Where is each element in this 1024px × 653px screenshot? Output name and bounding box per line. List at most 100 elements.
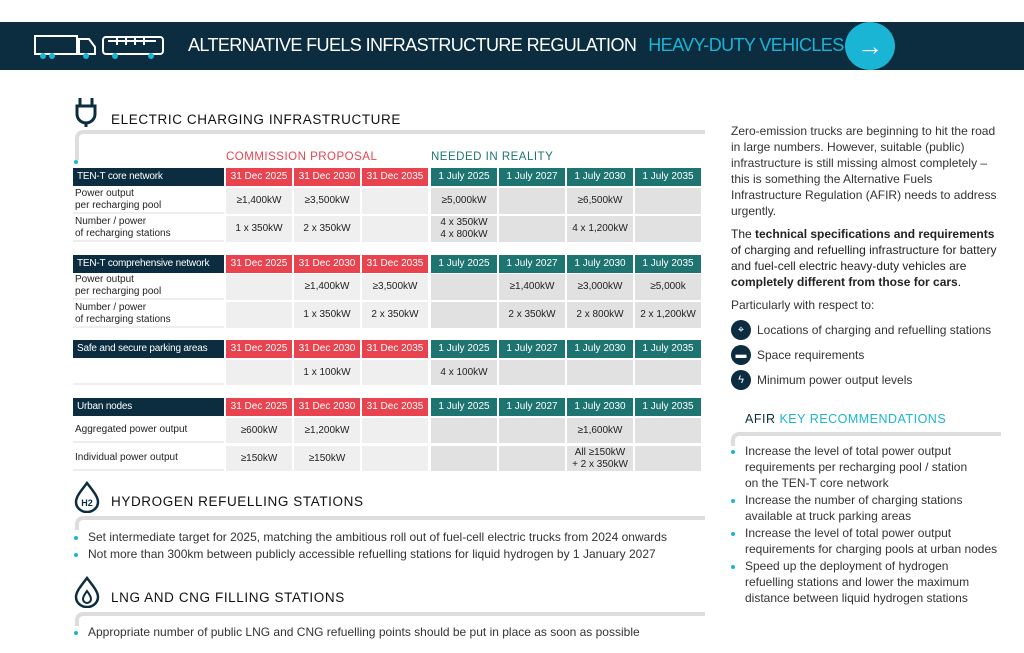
table-cell: 4 x 100kW xyxy=(431,360,497,385)
bullet-dot xyxy=(731,565,735,569)
section-title-hydrogen: HYDROGEN REFUELLING STATIONS xyxy=(111,494,364,509)
recommendation-item: Increase the level of total power output… xyxy=(731,525,1001,557)
section-bracket xyxy=(75,130,705,160)
row-label xyxy=(73,360,224,385)
date-header: 1 July 2035 xyxy=(635,168,701,186)
table-cell xyxy=(567,360,633,385)
date-header: 1 July 2025 xyxy=(431,168,497,186)
h2-icon-label: H2 xyxy=(81,498,93,508)
table-cell xyxy=(362,216,428,242)
recommendations-title: AFIR KEY RECOMMENDATIONS xyxy=(745,411,1001,427)
bullet-dot xyxy=(731,499,735,503)
table-cell xyxy=(635,446,701,471)
bracket-dot xyxy=(74,160,78,164)
title-part: KEY RECOMMENDATIONS xyxy=(779,412,947,426)
recommendation-item: Increase the number of charging stations… xyxy=(731,492,1001,524)
row-label: Aggregated power output xyxy=(73,418,224,443)
recommendation-item: Speed up the deployment of hydrogen refu… xyxy=(731,558,1001,606)
page-subtitle: HEAVY-DUTY VEHICLES xyxy=(648,35,844,55)
table-cell: 1 x 350kW xyxy=(226,216,292,242)
respect-item-label: Locations of charging and refuelling sta… xyxy=(757,323,992,337)
table-cell: ≥150kW xyxy=(226,446,292,471)
table-cell: 2 x 350kW xyxy=(294,216,360,242)
date-header: 1 July 2025 xyxy=(431,255,497,273)
table-title: Urban nodes xyxy=(73,398,224,416)
respect-item: ▬ Space requirements xyxy=(731,345,1001,365)
section-title-electric: ELECTRIC CHARGING INFRASTRUCTURE xyxy=(111,112,401,127)
row-label: Number / power of recharging stations xyxy=(73,302,224,328)
table-cell xyxy=(499,418,565,443)
date-header: 31 Dec 2030 xyxy=(294,398,360,416)
text: The xyxy=(731,227,756,241)
text: . xyxy=(957,275,962,289)
table-cell: ≥3,000kW xyxy=(567,274,633,300)
recommendation-text: Speed up the deployment of hydrogen refu… xyxy=(745,559,970,605)
bullet-dot xyxy=(74,631,78,635)
table-title: Safe and secure parking areas xyxy=(73,340,224,358)
plug-icon xyxy=(75,98,97,127)
row-label: Individual power output xyxy=(73,446,224,471)
table-cell: 1 x 350kW xyxy=(294,302,360,328)
date-header: 1 July 2030 xyxy=(567,398,633,416)
row-label: Power output per recharging pool xyxy=(73,274,224,300)
section-bracket xyxy=(75,612,705,626)
date-header: 31 Dec 2035 xyxy=(362,340,428,358)
bullet-item: Set intermediate target for 2025, matchi… xyxy=(88,530,667,544)
date-header: 1 July 2035 xyxy=(635,340,701,358)
hydrogen-drop-icon: H2 xyxy=(74,481,100,513)
title-part: AFIR xyxy=(745,412,776,426)
table-cell: ≥1,400kW xyxy=(226,188,292,214)
recommendations-list: Increase the level of total power output… xyxy=(731,443,1001,605)
date-header: 31 Dec 2035 xyxy=(362,168,428,186)
row-label: Power output per recharging pool xyxy=(73,188,224,214)
bold-text: technical specifications and requirement… xyxy=(755,227,995,241)
table-cell: All ≥150kW + 2 x 350kW xyxy=(567,446,633,471)
bullet-dot xyxy=(731,450,735,454)
date-header: 1 July 2030 xyxy=(567,255,633,273)
table-cell xyxy=(635,216,701,242)
table-cell xyxy=(226,274,292,300)
table-cell: 2 x 1,200kW xyxy=(635,302,701,328)
arrow-right-icon[interactable]: → xyxy=(845,22,895,70)
table-cell: ≥5,000k xyxy=(635,274,701,300)
recommendation-text: Increase the level of total power output… xyxy=(745,526,998,556)
table-cell xyxy=(499,216,565,242)
respect-item-label: Minimum power output levels xyxy=(757,373,913,387)
date-header: 1 July 2025 xyxy=(431,398,497,416)
section-bracket xyxy=(731,432,1001,446)
date-header: 31 Dec 2030 xyxy=(294,340,360,358)
lightning-icon: ϟ xyxy=(731,370,751,390)
recommendation-text: Increase the number of charging stations… xyxy=(745,493,963,523)
header-titles: ALTERNATIVE FUELS INFRASTRUCTURE REGULAT… xyxy=(188,35,844,56)
date-header: 1 July 2035 xyxy=(635,398,701,416)
table-cell: ≥1,600kW xyxy=(567,418,633,443)
date-header: 1 July 2027 xyxy=(499,398,565,416)
table-cell xyxy=(635,418,701,443)
table-cell xyxy=(499,446,565,471)
recommendation-text: Increase the level of total power output… xyxy=(745,444,968,490)
table-cell xyxy=(499,360,565,385)
respect-item: ⌖ Locations of charging and refuelling st… xyxy=(731,320,1001,340)
location-pin-icon: ⌖ xyxy=(731,320,751,340)
date-header: 31 Dec 2025 xyxy=(226,255,292,273)
section-title-lng: LNG AND CNG FILLING STATIONS xyxy=(111,590,345,605)
date-header: 1 July 2027 xyxy=(499,340,565,358)
bullet-dot xyxy=(74,553,78,557)
specs-paragraph: The technical specifications and require… xyxy=(731,226,1001,290)
table-cell: 4 x 350kW 4 x 800kW xyxy=(431,216,497,242)
intro-paragraph: Zero-emission trucks are beginning to hi… xyxy=(731,124,997,218)
respect-item: ϟ Minimum power output levels xyxy=(731,370,1001,390)
table-cell: ≥150kW xyxy=(294,446,360,471)
bold-text: completely different from those for cars xyxy=(731,275,958,289)
row-label: Number / power of recharging stations xyxy=(73,216,224,242)
table-cell: ≥1,200kW xyxy=(294,418,360,443)
table-cell xyxy=(226,302,292,328)
table-cell xyxy=(499,188,565,214)
table-cell: 2 x 800kW xyxy=(567,302,633,328)
table-cell xyxy=(362,446,428,471)
date-header: 1 July 2027 xyxy=(499,255,565,273)
table-cell: ≥3,500kW xyxy=(362,274,428,300)
date-header: 31 Dec 2025 xyxy=(226,168,292,186)
table-title: TEN-T core network xyxy=(73,168,224,186)
table-cell: ≥5,000kW xyxy=(431,188,497,214)
